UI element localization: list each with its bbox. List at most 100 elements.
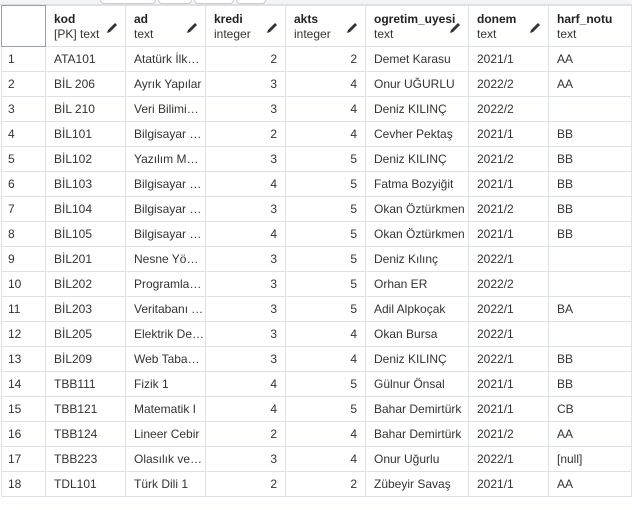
cell-harf-notu[interactable]: BB (548, 121, 632, 147)
cell-kredi[interactable]: 4 (205, 171, 286, 197)
cell-ogretim-uyesi[interactable]: Onur Uğurlu (365, 446, 469, 472)
cell-akts[interactable]: 4 (285, 421, 366, 447)
cell-kod[interactable]: BİL205 (45, 321, 126, 347)
cell-donem[interactable]: 2022/1 (468, 446, 549, 472)
cell-kredi[interactable]: 2 (205, 421, 286, 447)
cell-ad[interactable]: Ayrık Yapılar (125, 71, 206, 97)
row-number-cell[interactable]: 7 (1, 196, 46, 222)
cell-donem[interactable]: 2022/2 (468, 96, 549, 122)
cell-akts[interactable]: 5 (285, 396, 366, 422)
cell-donem[interactable]: 2021/1 (468, 396, 549, 422)
cell-donem[interactable]: 2021/1 (468, 371, 549, 397)
cell-akts[interactable]: 5 (285, 196, 366, 222)
cell-kod[interactable]: BİL203 (45, 296, 126, 322)
cell-donem[interactable]: 2021/1 (468, 471, 549, 497)
toolbar-button[interactable] (158, 0, 192, 4)
cell-ogretim-uyesi[interactable]: Deniz KILINÇ (365, 346, 469, 372)
cell-ogretim-uyesi[interactable]: Okan Öztürkmen (365, 196, 469, 222)
cell-harf-notu[interactable]: [null] (548, 446, 632, 472)
cell-ogretim-uyesi[interactable]: Deniz KILINÇ (365, 146, 469, 172)
row-number-cell[interactable]: 13 (1, 346, 46, 372)
cell-ad[interactable]: Türk Dili 1 (125, 471, 206, 497)
cell-akts[interactable]: 5 (285, 246, 366, 272)
cell-harf-notu[interactable]: CB (548, 396, 632, 422)
table-row[interactable]: 15 TBB121 Matematik I 4 5 Bahar Demirtürk 2021… (1, 396, 632, 422)
cell-kod[interactable]: BİL105 (45, 221, 126, 247)
edit-pencil-icon[interactable] (185, 21, 199, 35)
cell-ogretim-uyesi[interactable]: Okan Bursa (365, 321, 469, 347)
cell-kredi[interactable]: 4 (205, 221, 286, 247)
cell-ad[interactable]: Fizik 1 (125, 371, 206, 397)
cell-kredi[interactable]: 2 (205, 471, 286, 497)
cell-kod[interactable]: TBB121 (45, 396, 126, 422)
cell-akts[interactable]: 2 (285, 471, 366, 497)
cell-kod[interactable]: ATA101 (45, 46, 126, 72)
cell-kod[interactable]: TDL101 (45, 471, 126, 497)
cell-kredi[interactable]: 3 (205, 271, 286, 297)
cell-ogretim-uyesi[interactable]: Gülnur Önsal (365, 371, 469, 397)
cell-akts[interactable]: 5 (285, 296, 366, 322)
row-number-cell[interactable]: 6 (1, 171, 46, 197)
cell-kod[interactable]: BİL101 (45, 121, 126, 147)
row-number-cell[interactable]: 3 (1, 96, 46, 122)
cell-harf-notu[interactable]: AA (548, 71, 632, 97)
cell-kod[interactable]: BİL102 (45, 146, 126, 172)
cell-akts[interactable]: 5 (285, 221, 366, 247)
cell-donem[interactable]: 2022/1 (468, 296, 549, 322)
cell-kod[interactable]: BİL201 (45, 246, 126, 272)
cell-kod[interactable]: BİL202 (45, 271, 126, 297)
cell-kod[interactable]: BİL209 (45, 346, 126, 372)
cell-harf-notu[interactable]: BB (548, 171, 632, 197)
column-header-ad[interactable]: ad text (125, 5, 206, 47)
cell-akts[interactable]: 2 (285, 46, 366, 72)
column-header-kod[interactable]: kod [PK] text (45, 5, 126, 47)
cell-akts[interactable]: 4 (285, 321, 366, 347)
cell-harf-notu[interactable]: BB (548, 221, 632, 247)
cell-kredi[interactable]: 3 (205, 346, 286, 372)
column-header-ogretim-uyesi[interactable]: ogretim_uyesi text (365, 5, 469, 47)
toolbar-button[interactable] (236, 0, 266, 4)
cell-harf-notu[interactable]: AA (548, 46, 632, 72)
row-number-cell[interactable]: 9 (1, 246, 46, 272)
cell-ogretim-uyesi[interactable]: Onur UĞURLU (365, 71, 469, 97)
cell-harf-notu[interactable]: AA (548, 471, 632, 497)
cell-ogretim-uyesi[interactable]: Bahar Demirtürk (365, 421, 469, 447)
cell-kredi[interactable]: 3 (205, 296, 286, 322)
cell-kredi[interactable]: 2 (205, 121, 286, 147)
cell-donem[interactable]: 2022/1 (468, 321, 549, 347)
toolbar-button[interactable] (194, 0, 234, 4)
cell-kredi[interactable]: 3 (205, 71, 286, 97)
cell-ad[interactable]: Yazılım Mühendisliği (125, 146, 206, 172)
cell-donem[interactable]: 2022/2 (468, 271, 549, 297)
cell-harf-notu[interactable]: BB (548, 146, 632, 172)
cell-donem[interactable]: 2021/1 (468, 171, 549, 197)
cell-ad[interactable]: Matematik I (125, 396, 206, 422)
edit-pencil-icon[interactable] (105, 21, 119, 35)
cell-harf-notu[interactable]: BB (548, 346, 632, 372)
cell-harf-notu[interactable]: BB (548, 196, 632, 222)
cell-donem[interactable]: 2021/1 (468, 121, 549, 147)
cell-kod[interactable]: TBB111 (45, 371, 126, 397)
cell-kredi[interactable]: 3 (205, 146, 286, 172)
row-number-cell[interactable]: 4 (1, 121, 46, 147)
cell-kredi[interactable]: 2 (205, 46, 286, 72)
cell-harf-notu[interactable]: AA (548, 421, 632, 447)
table-row[interactable]: 16 TBB124 Lineer Cebir 2 4 Bahar Demirtürk 202… (1, 421, 632, 447)
cell-ad[interactable]: Nesne Yönelimli Programlama (125, 246, 206, 272)
row-number-cell[interactable]: 1 (1, 46, 46, 72)
cell-ad[interactable]: Veritabanı Yönetim Sistemleri (125, 296, 206, 322)
cell-ogretim-uyesi[interactable]: Cevher Pektaş (365, 121, 469, 147)
cell-ad[interactable]: Veri Bilimine Giriş (125, 96, 206, 122)
column-header-akts[interactable]: akts integer (285, 5, 366, 47)
cell-kredi[interactable]: 3 (205, 96, 286, 122)
cell-ogretim-uyesi[interactable]: Demet Karasu (365, 46, 469, 72)
cell-ogretim-uyesi[interactable]: Okan Öztürkmen (365, 221, 469, 247)
